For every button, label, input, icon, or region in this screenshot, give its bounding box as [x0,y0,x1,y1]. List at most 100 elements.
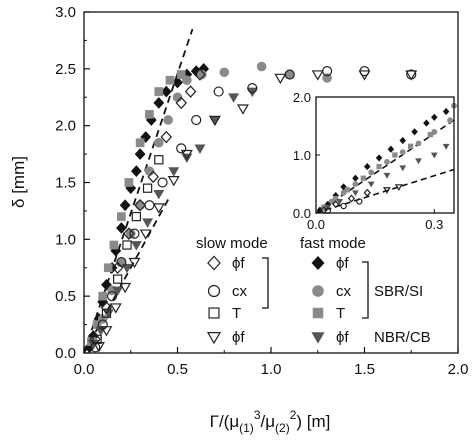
inset-data-point [332,200,340,209]
data-point [124,178,134,187]
y-tick-label: 0.0 [55,345,76,362]
data-point [145,109,154,119]
data-point [119,282,132,294]
legend-rows: ϕf ϕf cx cx T Tϕf ϕf [206,255,352,346]
dashed-guide-line [83,199,169,354]
data-point [180,149,193,161]
data-point [153,189,165,200]
legend-marker-slow [208,307,220,319]
data-point [176,143,187,154]
data-point [125,228,136,239]
inset-data-point [363,163,371,171]
data-point [405,70,418,81]
main-plot-area: 0.0 0.5 1.0 1.5 2.0 0.0 0.5 1.0 1.5 2.0 2.5 3.0 [55,4,468,378]
legend-marker-fast [312,307,324,319]
legend-group-nbr: NBR/CB [374,329,431,346]
y-tick-label: 1.5 [55,175,76,192]
data-point [154,155,164,165]
inset-data-point [423,119,430,127]
inset-data-point [367,181,375,188]
data-point [109,240,119,250]
legend-label-slow: ϕf [232,255,245,272]
y-axis-ticks: 0.0 0.5 1.0 1.5 2.0 2.5 3.0 [55,4,90,362]
inset-data-point [399,165,407,172]
inset-data-point [447,117,453,124]
y-tick-label: 3.0 [55,4,76,21]
x-tick-label: 1.5 [354,361,375,378]
inset-data-point [399,149,406,155]
y-tick-label: 1.0 [55,231,76,248]
y-tick-label: 0.5 [55,288,76,305]
inset-data-point [344,187,351,193]
inset-x-tick-label: 0.0 [307,217,325,232]
data-point [112,286,124,297]
inset-data-point [431,113,438,121]
inset-data-point [411,128,418,136]
data-point [163,115,173,125]
data-point [130,241,142,251]
legend-marker-slow [206,332,222,345]
data-points [84,61,418,354]
data-point [103,263,113,273]
inset-dashed-guide-line [315,119,455,214]
legend-marker-slow [207,284,221,298]
data-point [100,301,113,314]
inset-data-point [407,143,414,149]
data-point [129,228,140,239]
legend-group-sbr: SBR/SI [374,283,423,300]
inset-data-point [340,189,347,196]
data-point [144,166,155,176]
inset-data-point [383,172,391,179]
data-point [116,256,127,268]
inset-y-tick-label: 0.0 [293,206,311,221]
inset-y-ticks: 0.0 1.0 2.0 [293,90,320,221]
legend-label-slow: ϕf [232,329,245,346]
y-tick-label: 2.0 [55,118,76,135]
legend-marker-fast [311,255,325,271]
data-point [139,229,152,240]
data-point [219,67,230,78]
data-point [134,148,146,160]
data-point [172,92,183,103]
legend-label-fast: ϕf [336,329,349,346]
inset-data-point [392,152,398,158]
inset-data-point [360,175,366,181]
legend-slow-title: slow mode [196,235,268,252]
inset-data-point [352,190,359,197]
x-tick-label: 2.0 [448,361,469,378]
data-point [153,97,165,109]
data-point [109,303,122,314]
x-tick-label: 1.0 [261,361,282,378]
data-point [157,177,168,188]
x-axis-label: Γ/(μ(1)3/μ(2)2) [m] [210,408,331,435]
data-point [256,61,267,72]
x-tick-label: 0.0 [74,361,95,378]
legend-label-fast: ϕf [336,255,349,272]
inset-data-point [352,181,359,187]
inset-data-point [368,169,375,176]
legend: slow mode fast mode ϕf ϕf cx cx T Tϕf ϕf SBR/S… [196,235,431,346]
data-point [154,87,164,96]
data-point [165,75,175,85]
data-point [175,96,188,110]
y-axis-label: δ [mm] [9,156,28,208]
inset-data-point [387,145,395,153]
inset-data-point [384,159,390,165]
data-point [144,200,155,211]
inset-data-point [442,143,450,150]
data-point [98,291,108,301]
legend-label-fast: cx [336,283,352,300]
legend-label-slow: cx [232,283,248,300]
data-point [100,326,113,337]
legend-bracket-slow [262,257,269,309]
data-point [213,86,224,97]
data-point [135,138,145,148]
data-point [194,144,206,154]
data-point [92,341,105,353]
inset-y-tick-label: 2.0 [293,90,311,105]
inset-dashed-guide-line [315,168,455,214]
data-point [101,308,112,318]
inset-data-point [363,188,371,197]
data-point [228,93,240,103]
